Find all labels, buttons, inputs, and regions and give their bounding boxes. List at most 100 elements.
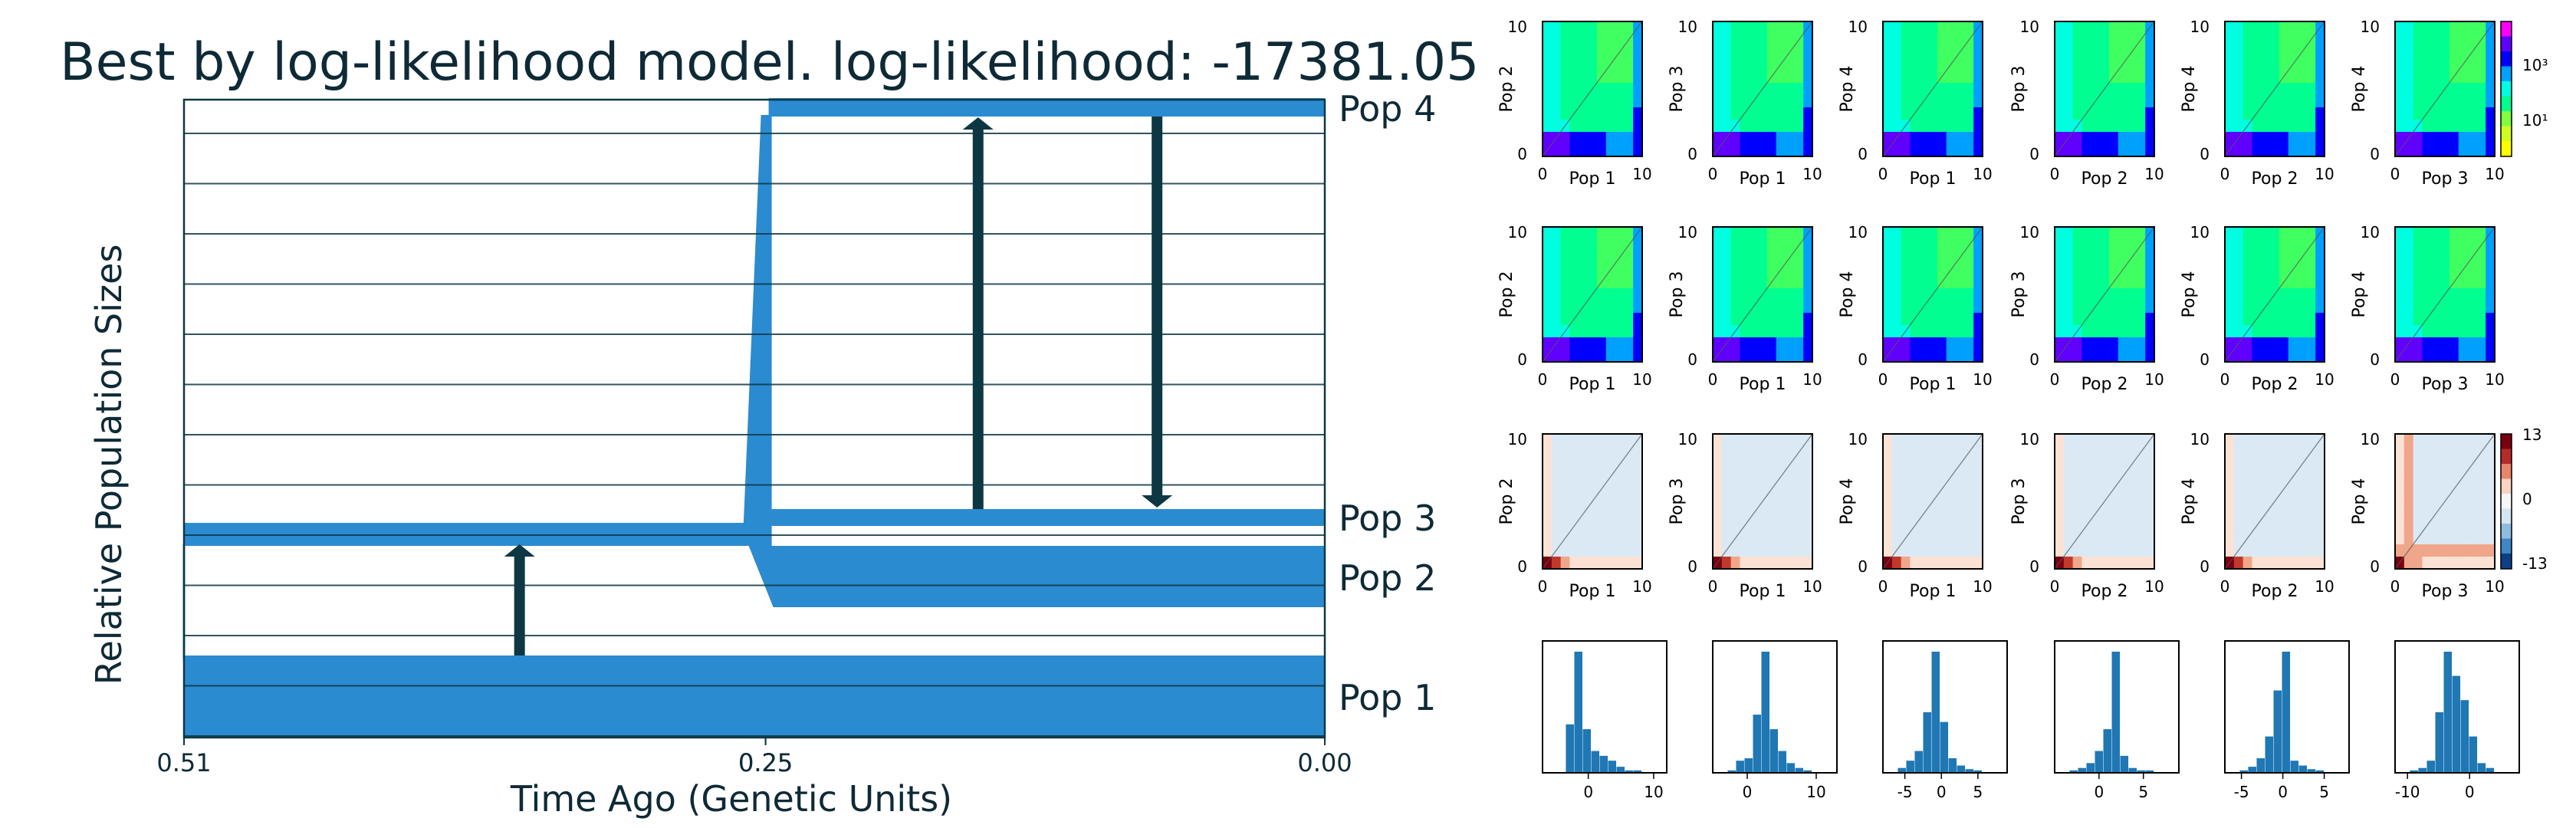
heatmap-cell — [2100, 483, 2110, 496]
histogram-bar — [1778, 751, 1787, 773]
heatmap-cell — [2476, 132, 2486, 145]
heatmap-cell — [1891, 520, 1902, 533]
heatmap-cell — [2297, 107, 2307, 120]
diagonal-line — [2394, 433, 2496, 570]
heatmap-cell — [1588, 313, 1598, 326]
histogram-bar — [2248, 767, 2256, 773]
heatmap-cell — [1758, 520, 1768, 533]
heatmap-cell — [1749, 227, 1759, 240]
heatmap-cell — [2431, 264, 2441, 277]
heatmap-cell — [2233, 458, 2244, 472]
heatmap-cell — [1721, 83, 1732, 96]
heatmap-cell — [1560, 288, 1571, 301]
histogram-frame — [2224, 640, 2350, 774]
heatmap-cell — [2136, 325, 2146, 338]
heatmap-cell — [2063, 144, 2074, 157]
heatmap-cell — [2127, 120, 2137, 133]
heatmap-cell — [2467, 120, 2477, 133]
heatmap-cell — [2055, 434, 2065, 447]
heatmap-cell — [2082, 276, 2091, 289]
heatmap-cell — [2225, 227, 2235, 240]
heatmap-cell — [1955, 508, 1965, 521]
heatmap-cell — [1633, 120, 1643, 133]
heatmap-cell — [2072, 313, 2083, 326]
heatmap-cell — [2431, 483, 2441, 496]
heatmap-cell — [1749, 313, 1759, 326]
heatmap-cell — [2458, 276, 2469, 289]
heatmap-cell — [2422, 276, 2432, 289]
heatmap-cell — [2242, 34, 2253, 47]
heatmap-cell — [2440, 251, 2450, 264]
heatmap-cell — [2315, 58, 2325, 71]
heatmap-cell — [1803, 446, 1813, 459]
heatmap-cell — [1740, 337, 1750, 350]
heatmap-cell — [2100, 46, 2110, 59]
heatmap-cell — [2431, 350, 2441, 363]
heatmap-cell — [1713, 495, 1723, 508]
heatmap-cell — [1766, 227, 1777, 240]
heatmap-cell — [2100, 251, 2110, 264]
heatmap-cell — [1633, 495, 1643, 508]
heatmap-cell — [1785, 120, 1795, 133]
heatmap-cell — [1919, 532, 1929, 545]
heatmap-cell — [2270, 508, 2280, 521]
heatmap-cell — [1569, 288, 1579, 301]
heatmap-cell — [2145, 120, 2155, 133]
heatmap-cell — [1596, 446, 1607, 459]
heatmap-cell — [2297, 144, 2307, 157]
heatmap-cell — [1560, 434, 1571, 447]
heatmap-cell — [1615, 483, 1625, 496]
histogram-bar — [2265, 736, 2274, 773]
heatmap-cell — [1973, 58, 1983, 71]
heatmap-cell — [1973, 495, 1983, 508]
heatmap-cell — [1946, 34, 1957, 47]
heatmap-cell — [2297, 301, 2307, 314]
heatmap-cell — [2233, 46, 2244, 59]
heatmap-cell — [2422, 325, 2432, 338]
heatmap-cell — [2136, 251, 2146, 264]
histogram-bar — [1931, 652, 1940, 773]
heatmap-cell — [2440, 557, 2450, 570]
heatmap-cell — [1543, 532, 1552, 545]
x-tick-label: 0.25 — [738, 748, 793, 777]
x-tick-label: 0 — [2220, 577, 2230, 596]
heatmap-cell — [2476, 120, 2486, 133]
heatmap-cell — [1551, 301, 1562, 314]
heatmap-cell — [2395, 132, 2405, 145]
heatmap-cell — [2108, 34, 2119, 47]
heatmap-cell — [2315, 264, 2325, 277]
heatmap-cell — [1758, 532, 1768, 545]
heatmap-cell — [1543, 251, 1552, 264]
heatmap-cell — [2127, 446, 2137, 459]
heatmap-cell — [2467, 227, 2477, 240]
heatmap-cell — [1803, 458, 1813, 472]
heatmap-cell — [1730, 107, 1741, 120]
heatmap-cell — [2395, 95, 2405, 108]
heatmap-cell — [1579, 239, 1589, 252]
heatmap-cell — [1891, 276, 1902, 289]
heatmap-cell — [2395, 434, 2405, 447]
y-tick-label: 0 — [2370, 557, 2380, 576]
heatmap-cell — [1803, 471, 1813, 484]
heatmap-cell — [1588, 251, 1598, 264]
heatmap-cell — [2422, 337, 2432, 350]
heatmap-cell — [2082, 239, 2091, 252]
heatmap-cell — [2486, 120, 2496, 133]
y-tick-label: 0 — [2200, 350, 2210, 369]
heatmap-cell — [1605, 313, 1616, 326]
heatmap-cell — [1624, 544, 1634, 557]
heatmap-cell — [1955, 288, 1965, 301]
heatmap-cell — [1955, 58, 1965, 71]
y-tick-label: 0 — [1687, 557, 1697, 576]
heatmap-cell — [2288, 532, 2298, 545]
heatmap-cell — [1937, 120, 1947, 133]
heatmap-cell — [2486, 95, 2496, 108]
heatmap-cell — [2440, 434, 2450, 447]
heatmap-cell — [2458, 144, 2469, 157]
heatmap-cell — [1588, 264, 1598, 277]
heatmap-cell — [2449, 144, 2459, 157]
heatmap-cell — [1588, 446, 1598, 459]
heatmap-cell — [1605, 239, 1616, 252]
heatmap-frame — [1542, 226, 1643, 363]
